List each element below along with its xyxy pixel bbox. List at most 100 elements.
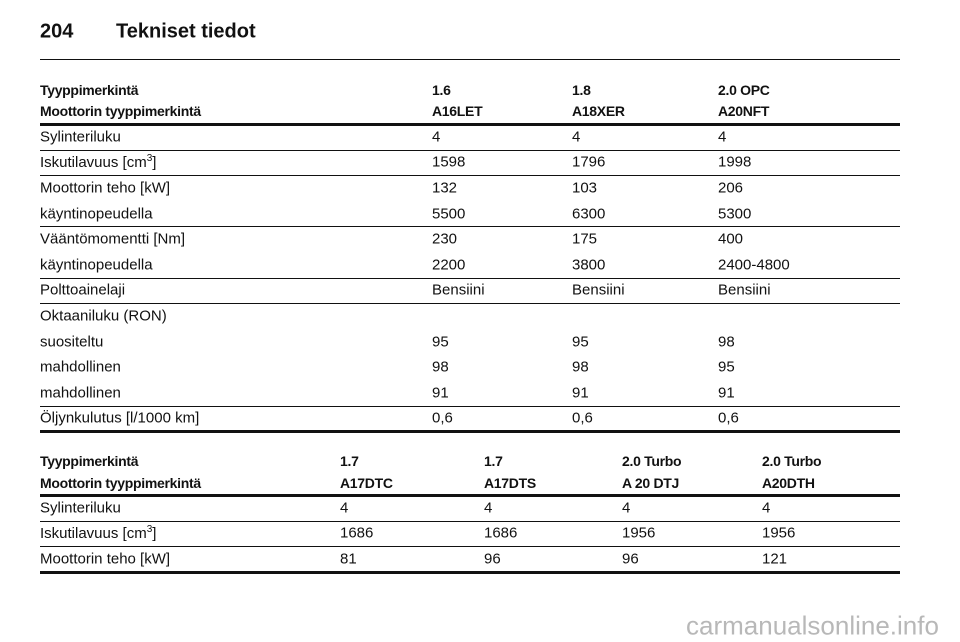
cell: 91 bbox=[432, 384, 449, 402]
cell: 95 bbox=[718, 358, 735, 376]
header-cell: 1.8 bbox=[572, 82, 591, 98]
header-cell: A20DTH bbox=[762, 475, 815, 491]
cell: 4 bbox=[340, 499, 349, 517]
row-label: Iskutilavuus [cm3] bbox=[40, 524, 156, 542]
cell: 98 bbox=[432, 358, 449, 376]
table-end-rule bbox=[40, 430, 900, 434]
cell: Bensiini bbox=[572, 281, 625, 299]
cell: 4 bbox=[762, 499, 771, 517]
row-label: Iskutilavuus [cm3] bbox=[40, 153, 156, 171]
header-cell: 2.0 OPC bbox=[718, 82, 770, 98]
table-end-rule bbox=[40, 570, 900, 574]
cell: 95 bbox=[572, 333, 589, 351]
cell: 5300 bbox=[718, 205, 752, 223]
row-label: Polttoainelaji bbox=[40, 281, 126, 299]
cell: 1598 bbox=[432, 153, 466, 171]
page-title: Tekniset tiedot bbox=[116, 20, 256, 43]
cell: 132 bbox=[432, 179, 458, 197]
cell: 121 bbox=[762, 550, 788, 568]
row-label: Vääntömomentti [Nm] bbox=[40, 230, 186, 248]
row-rule bbox=[40, 520, 900, 522]
header-cell: 2.0 Turbo bbox=[622, 453, 682, 469]
cell: 98 bbox=[718, 333, 735, 351]
cell: Bensiini bbox=[718, 281, 771, 299]
cell: 103 bbox=[572, 179, 598, 197]
cell: 1796 bbox=[572, 153, 606, 171]
cell: 98 bbox=[572, 358, 589, 376]
row-label: Moottorin teho [kW] bbox=[40, 179, 171, 197]
row-rule bbox=[40, 226, 900, 228]
row-label: suositeltu bbox=[40, 333, 104, 351]
header-cell: A20NFT bbox=[718, 103, 770, 119]
row-label: käyntinopeudella bbox=[40, 205, 153, 223]
row-rule bbox=[40, 546, 900, 548]
header-cell: 1.7 bbox=[484, 453, 503, 469]
header-cell: 2.0 Turbo bbox=[762, 453, 822, 469]
header-rule bbox=[40, 123, 900, 126]
cell: 91 bbox=[572, 384, 589, 402]
cell: 91 bbox=[718, 384, 735, 402]
header-cell: 1.6 bbox=[432, 82, 451, 98]
cell: 1956 bbox=[622, 524, 656, 542]
cell: 3800 bbox=[572, 256, 606, 274]
cell: 2400-4800 bbox=[718, 256, 790, 274]
cell: 206 bbox=[718, 179, 744, 197]
cell: 4 bbox=[622, 499, 631, 517]
cell: 6300 bbox=[572, 205, 606, 223]
cell: 4 bbox=[718, 128, 727, 146]
header-rule bbox=[40, 59, 900, 60]
cell: 175 bbox=[572, 230, 598, 248]
label-part: Iskutilavuus [cm bbox=[40, 525, 147, 543]
cell: 1956 bbox=[762, 524, 796, 542]
row-label: Moottorin teho [kW] bbox=[40, 550, 171, 568]
row-rule bbox=[40, 175, 900, 177]
cell: 81 bbox=[340, 550, 357, 568]
row-label: mahdollinen bbox=[40, 384, 121, 402]
cell: 1686 bbox=[484, 524, 518, 542]
row-label: Öljynkulutus [l/1000 km] bbox=[40, 409, 200, 427]
header-cell: A 20 DTJ bbox=[622, 475, 679, 491]
row-label: Oktaaniluku (RON) bbox=[40, 307, 167, 325]
header-cell: A17DTS bbox=[484, 475, 536, 491]
row-rule bbox=[40, 303, 900, 305]
cell: 4 bbox=[432, 128, 441, 146]
header-cell: Tyyppimerkintä bbox=[40, 453, 139, 469]
cell: 1686 bbox=[340, 524, 374, 542]
header-rule bbox=[40, 494, 900, 497]
cell: 1998 bbox=[718, 153, 752, 171]
header-cell: Moottorin tyyppimerkintä bbox=[40, 103, 201, 119]
page-number: 204 bbox=[40, 20, 74, 43]
label-part: Iskutilavuus [cm bbox=[40, 154, 147, 172]
row-label: Sylinteriluku bbox=[40, 499, 121, 517]
cell: Bensiini bbox=[432, 281, 485, 299]
header-cell: Tyyppimerkintä bbox=[40, 82, 139, 98]
header-cell: Moottorin tyyppimerkintä bbox=[40, 475, 201, 491]
superscript: 3 bbox=[146, 153, 153, 165]
row-rule bbox=[40, 277, 900, 279]
superscript: 3 bbox=[146, 524, 153, 536]
cell: 230 bbox=[432, 230, 458, 248]
cell: 4 bbox=[484, 499, 493, 517]
row-label: mahdollinen bbox=[40, 358, 121, 376]
cell: 0,6 bbox=[718, 409, 739, 427]
watermark: carmanualsonline.info bbox=[686, 610, 939, 641]
cell: 96 bbox=[484, 550, 501, 568]
header-cell: 1.7 bbox=[340, 453, 359, 469]
cell: 95 bbox=[432, 333, 449, 351]
cell: 4 bbox=[572, 128, 581, 146]
row-rule bbox=[40, 405, 900, 407]
row-label: Sylinteriluku bbox=[40, 128, 121, 146]
cell: 2200 bbox=[432, 256, 466, 274]
row-rule bbox=[40, 149, 900, 151]
label-part: ] bbox=[152, 154, 157, 172]
label-part: ] bbox=[152, 525, 157, 543]
cell: 96 bbox=[622, 550, 639, 568]
header-cell: A17DTC bbox=[340, 475, 393, 491]
cell: 0,6 bbox=[432, 409, 453, 427]
cell: 5500 bbox=[432, 205, 466, 223]
header-cell: A18XER bbox=[572, 103, 625, 119]
header-cell: A16LET bbox=[432, 103, 483, 119]
cell: 400 bbox=[718, 230, 744, 248]
cell: 0,6 bbox=[572, 409, 593, 427]
